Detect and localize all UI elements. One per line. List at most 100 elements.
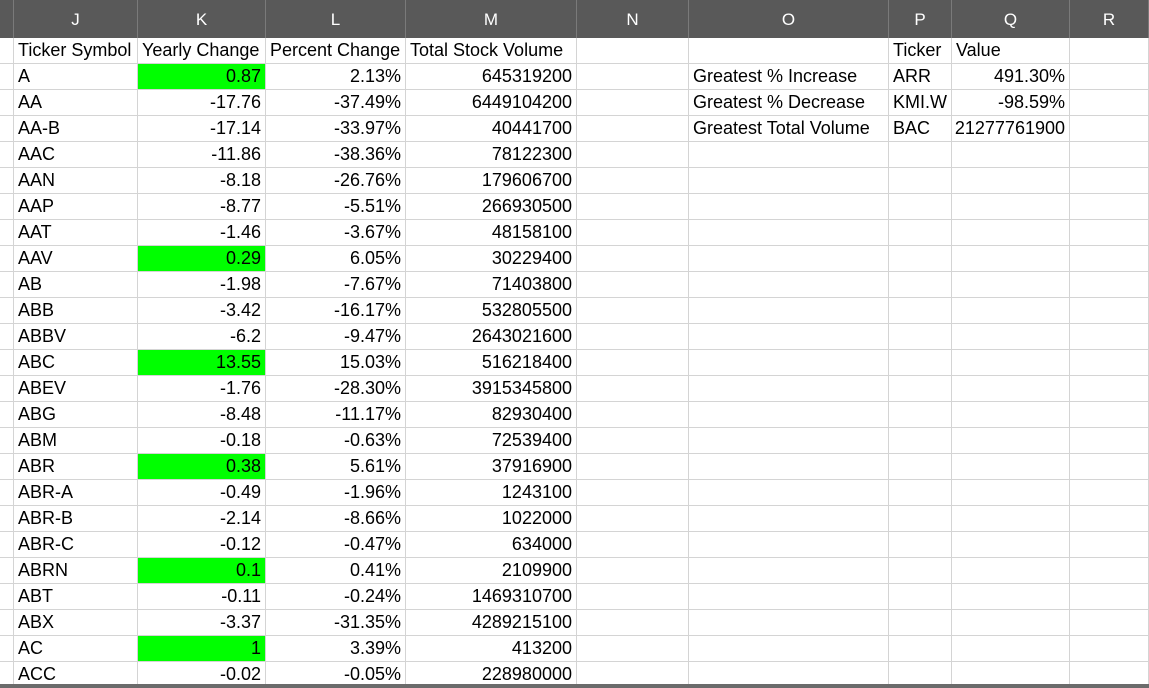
cell-empty[interactable]	[689, 584, 889, 610]
ticker-cell[interactable]: ABR	[14, 454, 138, 480]
cell-empty[interactable]	[889, 246, 952, 272]
cell-empty[interactable]	[1070, 558, 1149, 584]
ticker-cell[interactable]: ABB	[14, 298, 138, 324]
cell-empty[interactable]	[577, 350, 689, 376]
yearly-change-cell[interactable]: 13.55	[138, 350, 266, 376]
cell-empty[interactable]	[1070, 610, 1149, 636]
row-gutter[interactable]	[0, 454, 14, 480]
percent-change-cell[interactable]: 15.03%	[266, 350, 406, 376]
percent-change-cell[interactable]: -33.97%	[266, 116, 406, 142]
row-gutter[interactable]	[0, 532, 14, 558]
yearly-change-cell[interactable]: -0.18	[138, 428, 266, 454]
cell-empty[interactable]	[1070, 428, 1149, 454]
cell-empty[interactable]	[577, 168, 689, 194]
cell-empty[interactable]	[952, 558, 1070, 584]
row-gutter[interactable]	[0, 558, 14, 584]
row-gutter[interactable]	[0, 64, 14, 90]
cell-empty[interactable]	[689, 428, 889, 454]
cell-empty[interactable]	[689, 454, 889, 480]
cell-empty[interactable]	[889, 220, 952, 246]
cell-empty[interactable]	[1070, 168, 1149, 194]
percent-change-cell[interactable]: -0.24%	[266, 584, 406, 610]
percent-change-cell[interactable]: -5.51%	[266, 194, 406, 220]
percent-change-cell[interactable]: -1.96%	[266, 480, 406, 506]
cell-empty[interactable]	[689, 558, 889, 584]
yearly-change-cell[interactable]: -0.12	[138, 532, 266, 558]
row-gutter[interactable]	[0, 506, 14, 532]
percent-change-cell[interactable]: -37.49%	[266, 90, 406, 116]
cell-empty[interactable]	[1070, 480, 1149, 506]
percent-change-cell[interactable]: -26.76%	[266, 168, 406, 194]
percent-change-cell[interactable]: -3.67%	[266, 220, 406, 246]
ticker-cell[interactable]: ABR-C	[14, 532, 138, 558]
total-volume-cell[interactable]: 3915345800	[406, 376, 577, 402]
ticker-cell[interactable]: ABC	[14, 350, 138, 376]
column-header-n[interactable]: N	[577, 0, 689, 38]
ticker-cell[interactable]: AB	[14, 272, 138, 298]
column-header-m[interactable]: M	[406, 0, 577, 38]
percent-change-cell[interactable]: -7.67%	[266, 272, 406, 298]
cell-empty[interactable]	[577, 90, 689, 116]
cell-empty[interactable]	[889, 298, 952, 324]
yearly-change-cell[interactable]: -1.98	[138, 272, 266, 298]
cell-empty[interactable]	[577, 532, 689, 558]
cell-empty[interactable]	[952, 324, 1070, 350]
cell-empty[interactable]	[1070, 272, 1149, 298]
ticker-cell[interactable]: ABEV	[14, 376, 138, 402]
cell-empty[interactable]	[689, 402, 889, 428]
cell-empty[interactable]	[577, 558, 689, 584]
cell-empty[interactable]	[1070, 532, 1149, 558]
cell-empty[interactable]	[689, 350, 889, 376]
yearly-change-cell[interactable]: 1	[138, 636, 266, 662]
row-gutter[interactable]	[0, 168, 14, 194]
ticker-cell[interactable]: ABM	[14, 428, 138, 454]
total-volume-cell[interactable]: 6449104200	[406, 90, 577, 116]
yearly-change-cell[interactable]: 0.1	[138, 558, 266, 584]
horizontal-scrollbar-edge[interactable]	[0, 684, 1149, 688]
yearly-change-cell[interactable]: -17.76	[138, 90, 266, 116]
row-gutter[interactable]	[0, 428, 14, 454]
yearly-change-cell[interactable]: -6.2	[138, 324, 266, 350]
cell-empty[interactable]	[577, 220, 689, 246]
cell-empty[interactable]	[889, 428, 952, 454]
total-volume-cell[interactable]: 1469310700	[406, 584, 577, 610]
yearly-change-cell[interactable]: -3.42	[138, 298, 266, 324]
column-header-k[interactable]: K	[138, 0, 266, 38]
summary-ticker-cell[interactable]: ARR	[889, 64, 952, 90]
cell-empty[interactable]	[952, 350, 1070, 376]
total-volume-cell[interactable]: 645319200	[406, 64, 577, 90]
yearly-change-cell[interactable]: -8.77	[138, 194, 266, 220]
cell-empty[interactable]	[577, 480, 689, 506]
cell-empty[interactable]	[1070, 324, 1149, 350]
cell-empty[interactable]	[952, 480, 1070, 506]
cell-empty[interactable]	[889, 610, 952, 636]
ticker-cell[interactable]: A	[14, 64, 138, 90]
row-gutter[interactable]	[0, 610, 14, 636]
yearly-change-cell[interactable]: -3.37	[138, 610, 266, 636]
cell-empty[interactable]	[889, 584, 952, 610]
cell-empty[interactable]	[889, 506, 952, 532]
cell-empty[interactable]	[689, 636, 889, 662]
summary-ticker-cell[interactable]: BAC	[889, 116, 952, 142]
ticker-cell[interactable]: AA	[14, 90, 138, 116]
percent-change-cell[interactable]: -11.17%	[266, 402, 406, 428]
cell-empty[interactable]	[889, 402, 952, 428]
cell-empty[interactable]	[1070, 220, 1149, 246]
percent-change-cell[interactable]: -31.35%	[266, 610, 406, 636]
yearly-change-cell[interactable]: 0.38	[138, 454, 266, 480]
column-header-q[interactable]: Q	[952, 0, 1070, 38]
cell-empty[interactable]	[577, 428, 689, 454]
row-gutter[interactable]	[0, 194, 14, 220]
yearly-change-cell[interactable]: -8.18	[138, 168, 266, 194]
cell-empty[interactable]	[689, 220, 889, 246]
cell-empty[interactable]	[889, 324, 952, 350]
cell-empty[interactable]	[577, 38, 689, 64]
percent-change-cell[interactable]: -16.17%	[266, 298, 406, 324]
cell-empty[interactable]	[1070, 298, 1149, 324]
total-volume-cell[interactable]: 4289215100	[406, 610, 577, 636]
cell-empty[interactable]	[577, 246, 689, 272]
ticker-cell[interactable]: ABG	[14, 402, 138, 428]
cell-empty[interactable]	[689, 272, 889, 298]
total-volume-cell[interactable]: 1243100	[406, 480, 577, 506]
cell-empty[interactable]	[952, 454, 1070, 480]
